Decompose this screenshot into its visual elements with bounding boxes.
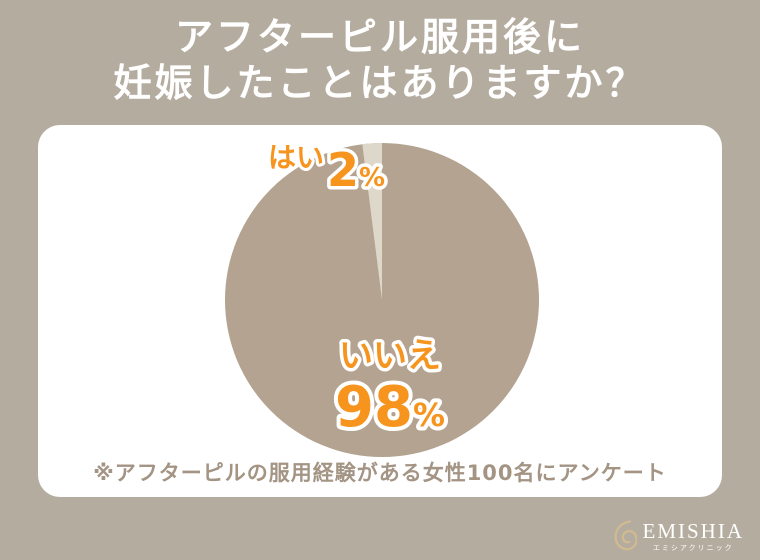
page-title-line2: 妊娠したことはありますか？ [113, 61, 647, 106]
pie-value-no-unit: % [413, 396, 445, 434]
pie-label-yes-value: 2% [327, 143, 385, 197]
brand-logo: EMISHIA エミシアクリニック [611, 518, 745, 554]
pie-label-no-text: いいえ [339, 336, 441, 376]
brand-text-block: EMISHIA エミシアクリニック [642, 518, 745, 552]
pie-slice-yes [362, 142, 382, 300]
page-title-line1: アフターピル服用後に [174, 15, 585, 59]
brand-name: EMISHIA [642, 518, 744, 543]
pie-label-no-value: 98% [335, 375, 445, 440]
brand-subtitle: エミシアクリニック [652, 543, 734, 552]
pie-value-yes: 2 [327, 143, 359, 197]
page-title: アフターピル服用後に 妊娠したことはありますか？ [0, 14, 760, 107]
pie-value-yes-unit: % [359, 163, 385, 193]
pie-value-no: 98 [335, 375, 413, 440]
pie-chart: はい 2% いいえ 98% [225, 138, 539, 457]
pie-label-yes-text: はい [268, 141, 324, 174]
survey-footnote: ※アフターピルの服用経験がある女性100名にアンケート [93, 461, 667, 485]
chart-panel: はい 2% いいえ 98% ※アフターピルの服用経験がある女性100名にアンケー… [38, 125, 722, 497]
emishia-leaf-icon [614, 520, 637, 551]
